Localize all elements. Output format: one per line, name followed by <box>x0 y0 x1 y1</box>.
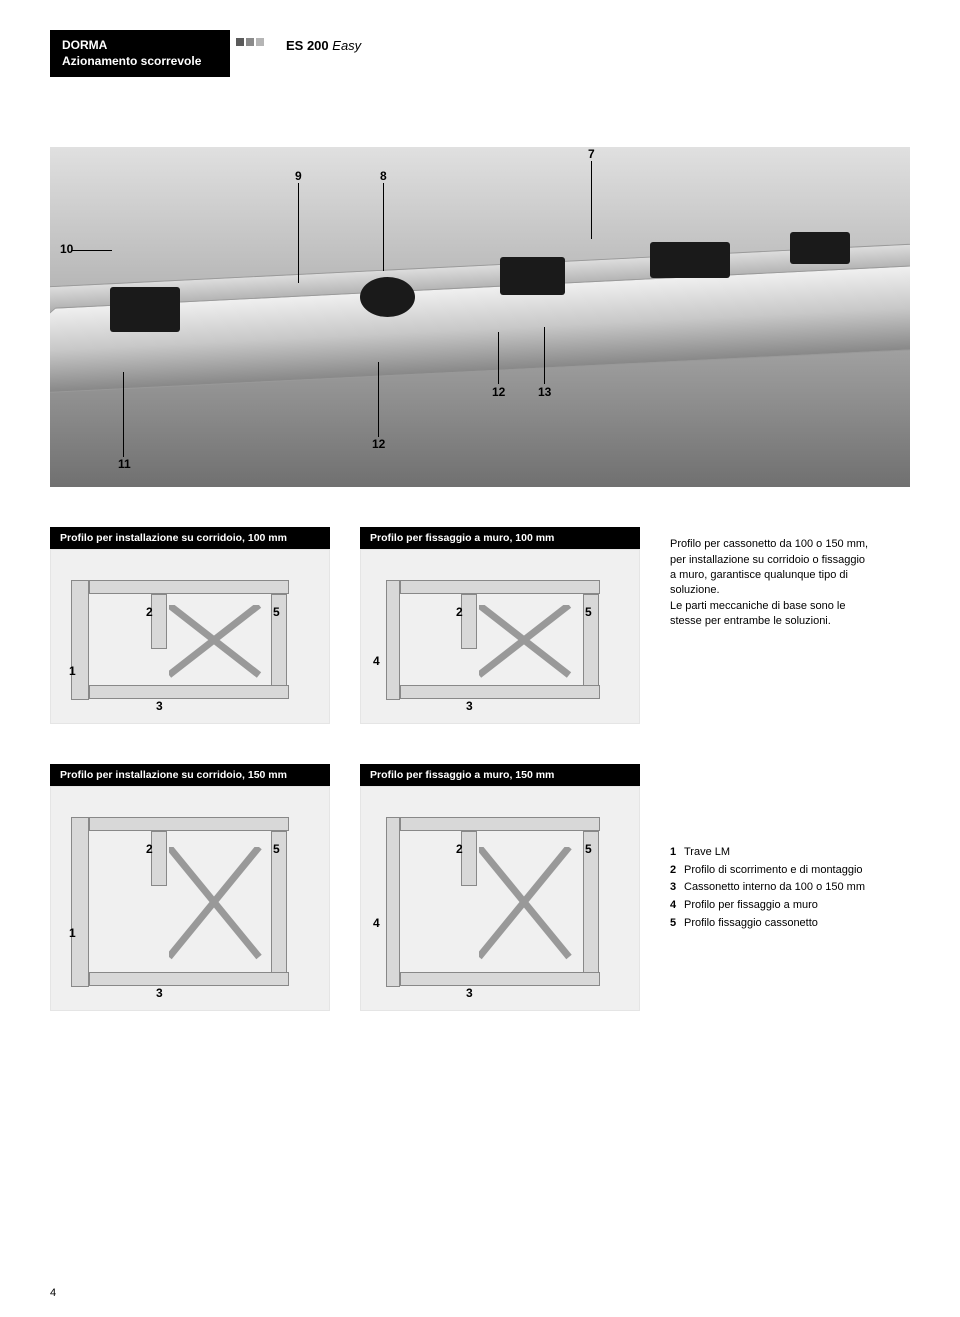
legend-text: Trave LM <box>684 844 730 862</box>
legend-item: 3 Cassonetto interno da 100 o 150 mm <box>670 879 890 897</box>
profile-title: Profilo per installazione su corridoio, … <box>50 527 330 549</box>
profile-corridor-150: Profilo per installazione su corridoio, … <box>50 764 330 1011</box>
diagram-callout: 13 <box>538 385 551 399</box>
profile-label: 3 <box>156 699 163 713</box>
profile-label: 1 <box>69 664 76 678</box>
profile-cross-section: 1 2 3 5 <box>50 549 330 724</box>
diagram-callout: 11 <box>118 457 131 471</box>
brand-squares-icon <box>230 30 270 46</box>
parts-legend: 1 Trave LM 2 Profilo di scorrimento e di… <box>670 764 890 932</box>
profile-label: 5 <box>585 842 592 856</box>
profile-cross-section: 2 3 4 5 <box>360 549 640 724</box>
legend-item: 2 Profilo di scorrimento e di montaggio <box>670 862 890 880</box>
legend-item: 5 Profilo fissaggio cassonetto <box>670 915 890 933</box>
profile-corridor-100: Profilo per installazione su corridoio, … <box>50 527 330 724</box>
profile-label: 3 <box>466 699 473 713</box>
diagram-callout: 12 <box>492 385 505 399</box>
legend-number: 1 <box>670 844 684 862</box>
legend-text: Profilo di scorrimento e di montaggio <box>684 862 863 880</box>
diagram-callout: 12 <box>372 437 385 451</box>
legend-number: 3 <box>670 879 684 897</box>
brand-subtitle: Azionamento scorrevole <box>62 54 218 70</box>
profile-title: Profilo per installazione su corridoio, … <box>50 764 330 786</box>
legend-text: Profilo per fissaggio a muro <box>684 897 818 915</box>
profile-label: 1 <box>69 926 76 940</box>
profile-label: 4 <box>373 916 380 930</box>
legend-number: 5 <box>670 915 684 933</box>
page-header: DORMA Azionamento scorrevole ES 200 Easy <box>50 30 910 77</box>
profile-cross-section: 2 3 4 5 <box>360 786 640 1011</box>
profile-label: 4 <box>373 654 380 668</box>
brand-name: DORMA <box>62 38 218 54</box>
page-number: 4 <box>50 1287 56 1299</box>
diagram-callout: 8 <box>380 169 387 183</box>
profile-cross-section: 1 2 3 5 <box>50 786 330 1011</box>
profile-label: 2 <box>456 842 463 856</box>
profile-label: 2 <box>456 605 463 619</box>
product-title: ES 200 Easy <box>270 30 377 61</box>
profile-label: 5 <box>585 605 592 619</box>
profile-label: 3 <box>156 986 163 1000</box>
main-product-diagram: 7 8 9 10 11 12 12 13 <box>50 147 910 487</box>
diagram-callout: 9 <box>295 169 302 183</box>
profile-label: 5 <box>273 842 280 856</box>
brand-block: DORMA Azionamento scorrevole <box>50 30 230 77</box>
product-variant: Easy <box>332 38 361 53</box>
profile-label: 2 <box>146 842 153 856</box>
profile-wall-150: Profilo per fissaggio a muro, 150 mm 2 3… <box>360 764 640 1011</box>
profile-label: 2 <box>146 605 153 619</box>
profile-title: Profilo per fissaggio a muro, 100 mm <box>360 527 640 549</box>
legend-number: 4 <box>670 897 684 915</box>
legend-item: 4 Profilo per fissaggio a muro <box>670 897 890 915</box>
legend-item: 1 Trave LM <box>670 844 890 862</box>
profiles-row-top: Profilo per installazione su corridoio, … <box>50 527 910 724</box>
diagram-callout: 10 <box>60 242 73 256</box>
diagram-callout: 7 <box>588 147 595 161</box>
profile-label: 3 <box>466 986 473 1000</box>
legend-text: Profilo fissaggio cassonetto <box>684 915 818 933</box>
profile-wall-100: Profilo per fissaggio a muro, 100 mm 2 3… <box>360 527 640 724</box>
legend-text: Cassonetto interno da 100 o 150 mm <box>684 879 865 897</box>
profiles-row-bottom: Profilo per installazione su corridoio, … <box>50 764 910 1011</box>
profile-title: Profilo per fissaggio a muro, 150 mm <box>360 764 640 786</box>
profile-description: Profilo per cassonetto da 100 o 150 mm, … <box>670 527 870 629</box>
legend-number: 2 <box>670 862 684 880</box>
product-code: ES 200 <box>286 38 329 53</box>
profile-label: 5 <box>273 605 280 619</box>
